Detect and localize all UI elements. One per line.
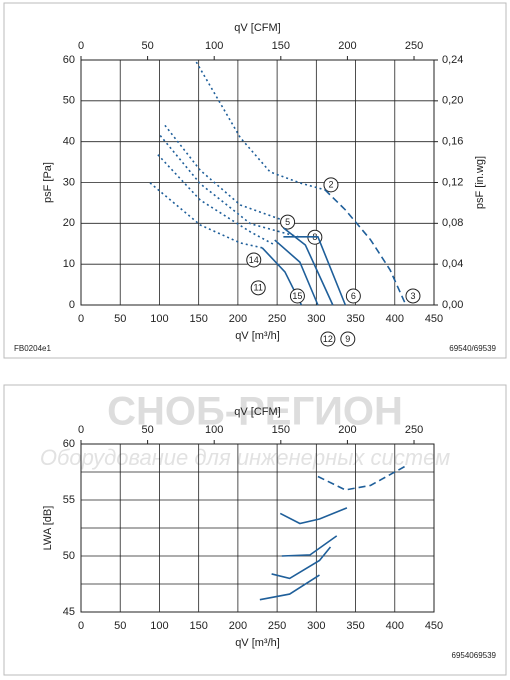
x2-tick-label: 200 <box>338 424 356 436</box>
y2-tick-label: 0,12 <box>442 176 463 188</box>
x2-axis-label: qV [CFM] <box>234 406 280 418</box>
curve-label-circle <box>345 288 361 304</box>
y-tick-label: 40 <box>63 136 75 148</box>
y2-tick-label: 0,16 <box>442 136 463 148</box>
x-tick-label: 250 <box>268 313 286 325</box>
x2-tick-label: 150 <box>272 424 290 436</box>
watermark: СНОБ-РЕГИОН <box>107 390 403 434</box>
curve <box>282 227 334 306</box>
y-tick-label: 50 <box>63 95 75 107</box>
x-tick-label: 200 <box>229 620 247 632</box>
curve-label-circle <box>289 288 305 304</box>
x2-axis-label: qV [CFM] <box>234 22 280 34</box>
curve-label: 15 <box>292 291 302 301</box>
watermark-sub: Оборудование для инженерных систем <box>40 445 450 470</box>
curve-label-circle <box>280 214 296 230</box>
curve <box>195 61 326 191</box>
y2-axis-label: psF [in.wg] <box>474 156 486 209</box>
x-tick-label: 350 <box>346 620 364 632</box>
x2-tick-label: 0 <box>78 424 84 436</box>
x2-tick-label: 200 <box>338 40 356 52</box>
y2-tick-label: 0,24 <box>442 54 463 66</box>
x-tick-label: 0 <box>78 620 84 632</box>
x-tick-label: 150 <box>189 313 207 325</box>
x-axis-label: qV [m³/h] <box>235 637 280 649</box>
x2-tick-label: 100 <box>205 424 223 436</box>
curve-label-circle <box>250 280 266 296</box>
y-tick-label: 0 <box>69 299 75 311</box>
y-axis-label: LWA [dB] <box>42 506 54 551</box>
y-tick-label: 50 <box>63 550 75 562</box>
x-tick-label: 350 <box>346 313 364 325</box>
curve <box>271 546 332 580</box>
curve <box>281 535 338 557</box>
x-tick-label: 400 <box>386 313 404 325</box>
x2-tick-label: 250 <box>405 40 423 52</box>
x-tick-label: 300 <box>307 620 325 632</box>
y2-tick-label: 0,20 <box>442 95 463 107</box>
plot-frame <box>80 59 435 306</box>
y-tick-label: 60 <box>63 54 75 66</box>
curve-label-circle <box>323 177 339 193</box>
x-tick-label: 450 <box>425 620 443 632</box>
x2-tick-label: 50 <box>141 40 153 52</box>
y-axis-label: psF [Pa] <box>42 162 54 203</box>
curve <box>279 507 348 525</box>
curve <box>157 154 276 246</box>
curve-label-circle <box>320 331 336 347</box>
x-tick-label: 200 <box>229 313 247 325</box>
x-tick-label: 250 <box>268 620 286 632</box>
x-tick-label: 450 <box>425 313 443 325</box>
plot-frame <box>80 443 435 613</box>
y-tick-label: 60 <box>63 438 75 450</box>
y2-tick-label: 0,00 <box>442 299 463 311</box>
curve <box>317 465 406 491</box>
x-tick-label: 150 <box>189 620 207 632</box>
x2-tick-label: 100 <box>205 40 223 52</box>
curve-label-circle <box>246 252 262 268</box>
curve-label: 2 <box>328 180 333 190</box>
x-axis-label: qV [m³/h] <box>235 330 280 342</box>
y-tick-label: 45 <box>63 606 75 618</box>
curve <box>324 189 406 304</box>
x-tick-label: 400 <box>386 620 404 632</box>
curve-label: 3 <box>410 291 415 301</box>
curve-label: 14 <box>249 255 259 265</box>
curve-label: 11 <box>254 283 263 293</box>
curve-label: 6 <box>351 291 356 301</box>
x2-tick-label: 0 <box>78 40 84 52</box>
curve <box>159 135 301 238</box>
y-tick-label: 20 <box>63 217 75 229</box>
curve-label: 12 <box>323 334 333 344</box>
x-tick-label: 50 <box>114 620 126 632</box>
curve-label: 9 <box>345 334 350 344</box>
x2-tick-label: 150 <box>272 40 290 52</box>
curve-label-circle <box>405 288 421 304</box>
curve <box>164 124 283 221</box>
x-tick-label: 300 <box>307 313 325 325</box>
panel-frame <box>3 384 507 676</box>
panel-frame <box>3 2 507 359</box>
figure-code: 69540/69539 <box>449 344 496 353</box>
y-tick-label: 10 <box>63 258 75 270</box>
figure-code: 6954069539 <box>452 651 497 660</box>
x2-tick-label: 50 <box>141 424 153 436</box>
x-tick-label: 0 <box>78 313 84 325</box>
y2-tick-label: 0,08 <box>442 217 463 229</box>
curve <box>149 182 263 249</box>
y2-tick-label: 0,04 <box>442 258 463 270</box>
curve-label: 5 <box>285 217 290 227</box>
curve <box>259 574 320 601</box>
x-tick-label: 100 <box>150 313 168 325</box>
x2-tick-label: 250 <box>405 424 423 436</box>
curve-label-circle <box>340 331 356 347</box>
y-tick-label: 55 <box>63 494 75 506</box>
x-tick-label: 50 <box>114 313 126 325</box>
x-tick-label: 100 <box>150 620 168 632</box>
curve <box>274 239 319 306</box>
y-tick-label: 30 <box>63 176 75 188</box>
figure-code: FB0204e1 <box>14 344 51 353</box>
